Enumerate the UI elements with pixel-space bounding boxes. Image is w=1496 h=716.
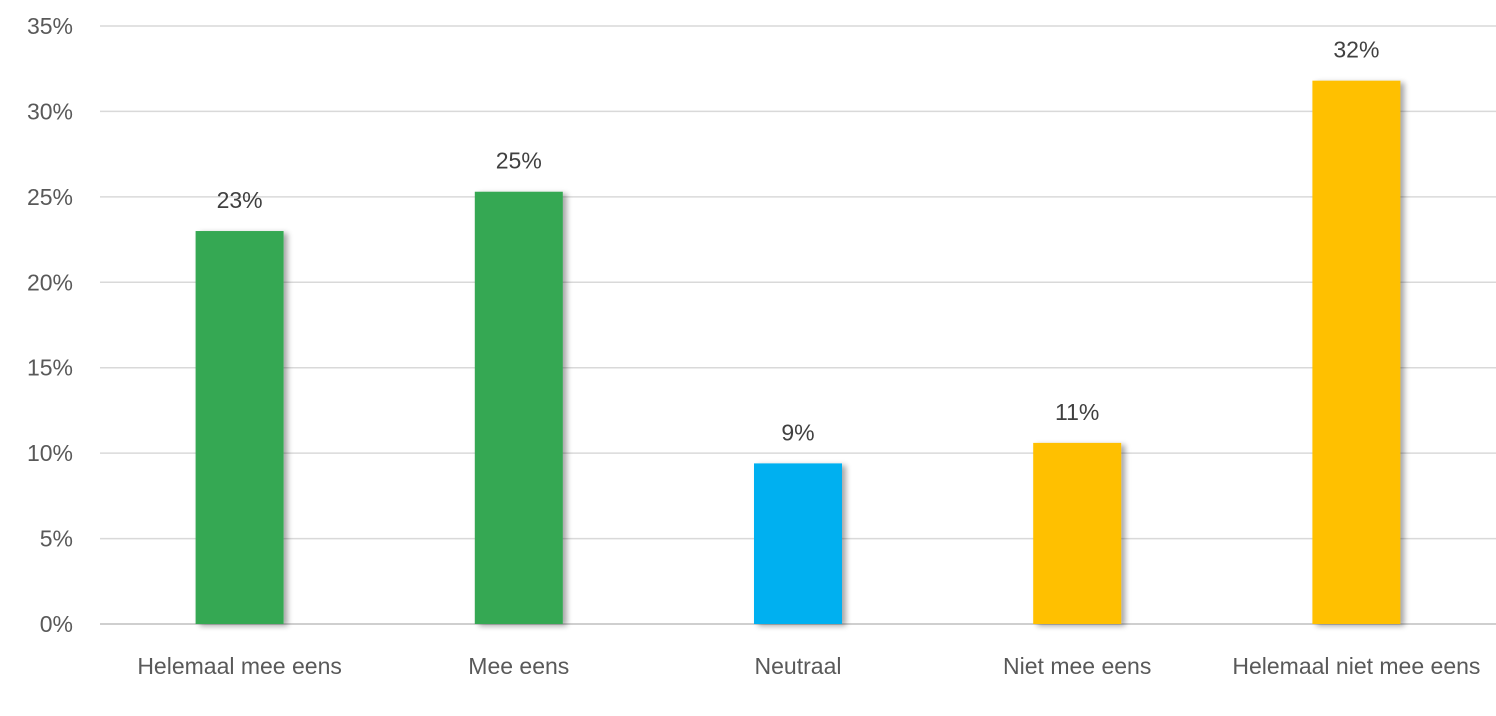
- y-tick-label: 15%: [27, 355, 73, 381]
- data-label: 9%: [781, 419, 814, 445]
- x-axis-category-labels: Helemaal mee eens Mee eens Neutraal Niet me…: [137, 653, 1480, 679]
- y-tick-label: 20%: [27, 269, 73, 295]
- gridlines: [100, 25, 1496, 625]
- y-tick-label: 30%: [27, 98, 73, 124]
- bar: [1312, 80, 1401, 624]
- data-label: 23%: [217, 187, 263, 213]
- y-tick-label: 10%: [27, 440, 73, 466]
- y-tick-label: 25%: [27, 184, 73, 210]
- bar: [754, 463, 842, 624]
- y-tick-label: 0%: [40, 611, 73, 637]
- x-category-label: Neutraal: [755, 653, 842, 679]
- data-label: 25%: [496, 148, 542, 174]
- bars: [195, 80, 1401, 624]
- bar: [195, 231, 284, 624]
- x-category-label: Helemaal niet mee eens: [1232, 653, 1480, 679]
- data-labels: 23% 25% 9% 11% 32%: [217, 37, 1380, 446]
- y-tick-label: 5%: [40, 526, 73, 552]
- bar: [1033, 442, 1122, 624]
- data-label: 11%: [1055, 399, 1099, 425]
- y-tick-label: 35%: [27, 13, 73, 39]
- x-category-label: Helemaal mee eens: [137, 653, 342, 679]
- data-label: 32%: [1333, 37, 1379, 63]
- x-category-label: Mee eens: [468, 653, 569, 679]
- x-category-label: Niet mee eens: [1003, 653, 1151, 679]
- y-axis-tick-labels: 0% 5% 10% 15% 20% 25% 30% 35%: [27, 13, 73, 637]
- bar: [474, 191, 563, 624]
